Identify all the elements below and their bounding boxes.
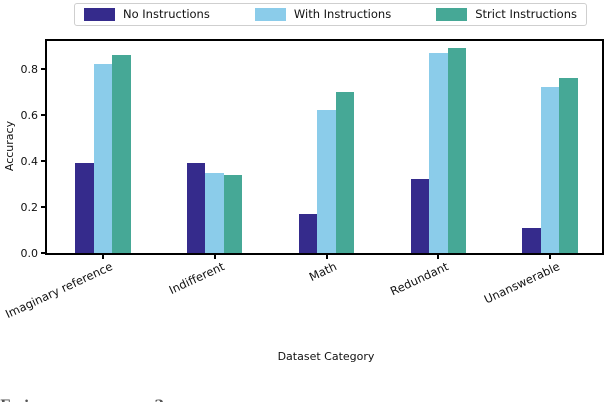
x-tick-label-indifferent: Indifferent <box>166 259 227 298</box>
x-tick-label-unanswerable: Unanswerable <box>482 259 563 307</box>
bar-math-with-instructions <box>317 110 336 253</box>
y-tick-mark <box>41 160 45 162</box>
bar-redundant-with-instructions <box>429 52 448 253</box>
x-tick-mark <box>549 254 552 259</box>
bar-redundant-no-instructions <box>410 179 430 253</box>
bar-indifferent-with-instructions <box>205 172 224 253</box>
bar-indifferent-strict-instructions <box>223 174 243 253</box>
y-tick-mark <box>41 114 45 116</box>
bar-unanswerable-no-instructions <box>522 227 541 253</box>
y-tick-label: 0.4 <box>20 154 39 168</box>
legend-item-no-instructions: No Instructions <box>84 8 210 21</box>
y-tick-label: 0.8 <box>20 62 39 76</box>
legend-item-strict-instructions: Strict Instructions <box>436 8 577 21</box>
x-tick-label-math: Math <box>306 259 339 285</box>
legend-label: No Instructions <box>123 6 210 21</box>
color-patch-icon <box>254 8 286 21</box>
y-axis-title: Accuracy <box>3 120 16 172</box>
x-tick-mark <box>437 254 440 259</box>
color-patch-icon <box>84 8 115 21</box>
bar-imaginary-reference-strict-instructions <box>112 55 131 253</box>
color-patch-icon <box>436 8 468 21</box>
bar-unanswerable-strict-instructions <box>559 78 578 253</box>
bar-indifferent-no-instructions <box>186 163 206 253</box>
x-tick-mark <box>213 254 216 259</box>
y-tick-label: 0.6 <box>20 108 39 122</box>
chart-legend: No Instructions With Instructions Strict… <box>74 3 587 26</box>
x-axis-title: Dataset Category <box>277 350 375 363</box>
x-tick-mark <box>101 254 104 259</box>
legend-label: With Instructions <box>293 6 392 21</box>
legend-item-with-instructions: With Instructions <box>254 6 392 21</box>
y-tick-mark <box>41 252 45 254</box>
x-tick-label-imaginary-reference: Imaginary reference <box>3 259 115 322</box>
bar-unanswerable-with-instructions <box>540 87 560 253</box>
y-tick-label: 0.2 <box>20 200 39 214</box>
x-tick-label-redundant: Redundant <box>387 259 451 299</box>
legend-label: Strict Instructions <box>475 6 577 21</box>
bar-math-strict-instructions <box>335 92 355 253</box>
cropped-caption: Figure 3: <box>0 396 300 402</box>
bar-redundant-strict-instructions <box>447 48 467 253</box>
y-tick-label: 0.0 <box>20 246 39 260</box>
bar-imaginary-reference-with-instructions <box>93 64 113 253</box>
plot-area <box>45 39 604 255</box>
bar-math-no-instructions <box>298 213 318 253</box>
y-tick-mark <box>41 68 45 70</box>
x-tick-mark <box>325 254 328 259</box>
y-tick-mark <box>41 206 45 208</box>
bar-imaginary-reference-no-instructions <box>75 163 94 253</box>
